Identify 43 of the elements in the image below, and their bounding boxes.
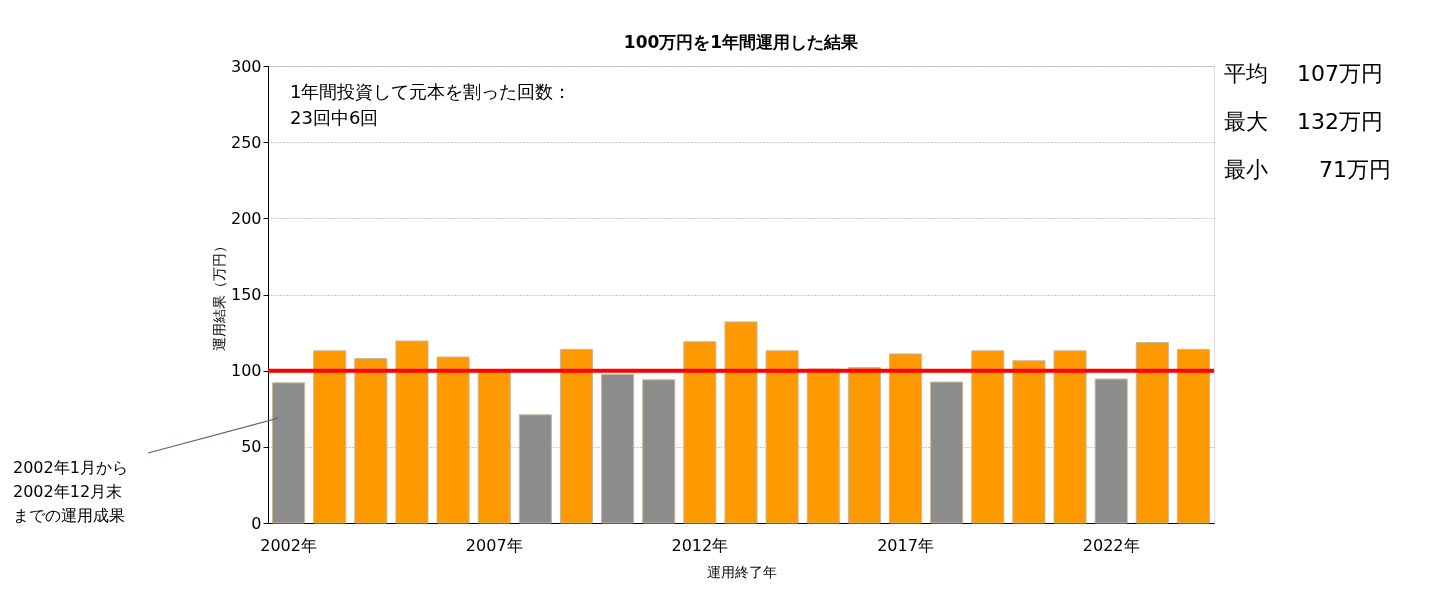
bar (1053, 350, 1087, 524)
bar (272, 382, 306, 524)
x-tick-label: 2002年 (260, 535, 317, 555)
x-axis-title: 運用終了年 (706, 563, 777, 580)
bar (601, 373, 635, 524)
bar (1135, 341, 1169, 524)
text: 最小 71万円 (1224, 157, 1391, 182)
chart-title: 100万円を1年間運用した結果 (623, 32, 860, 52)
bar (971, 350, 1005, 524)
bar (477, 370, 511, 524)
y-tick-label: 100 (230, 361, 262, 381)
x-tick-label: 2017年 (877, 535, 934, 555)
bar (395, 340, 429, 524)
text: 平均 107万円 (1224, 61, 1383, 86)
bar (806, 368, 840, 524)
bar (642, 379, 676, 524)
bar (518, 414, 552, 524)
bar (313, 350, 347, 524)
bar (724, 321, 758, 524)
y-tick-label: 250 (230, 132, 262, 152)
bar (559, 348, 594, 524)
y-tick-label: 200 (230, 208, 262, 228)
bar (847, 367, 881, 524)
bar (1012, 360, 1046, 524)
bar (436, 356, 470, 524)
text: 最大 132万円 (1224, 109, 1383, 134)
bar (888, 353, 923, 524)
annotation: 1年間投資して元本を割った回数：23回中6回 (290, 81, 572, 128)
x-tick-label: 2012年 (671, 535, 729, 555)
bar (1094, 378, 1128, 524)
y-axis-title: 運用結果（万円） (210, 239, 227, 351)
y-tick-label: 300 (230, 56, 262, 76)
x-tick-label: 2007年 (465, 535, 523, 555)
y-tick-label: 150 (230, 285, 262, 304)
bar (765, 350, 799, 524)
bar (1176, 348, 1210, 524)
y-tick-label: 0 (251, 513, 262, 533)
bar (683, 341, 717, 524)
bar (930, 381, 964, 524)
text: 2002年1月から2002年12月末までの運用成果 (13, 458, 128, 525)
bar (354, 357, 388, 524)
y-tick-label: 50 (241, 437, 262, 457)
x-tick-label: 2022年 (1082, 535, 1140, 555)
